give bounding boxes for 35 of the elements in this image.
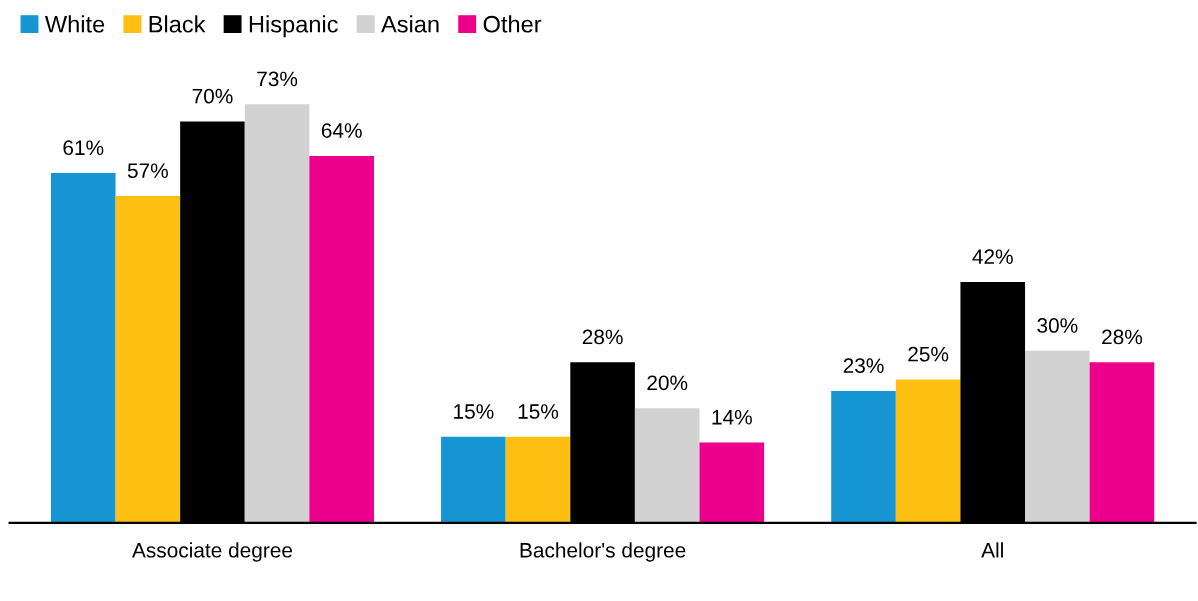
data-label: 70% — [192, 88, 233, 104]
bar — [1089, 362, 1155, 523]
legend-label: Other — [483, 15, 542, 33]
bar — [115, 196, 181, 523]
data-label: 20% — [647, 375, 688, 391]
bar — [1025, 350, 1090, 523]
legend-label: Hispanic — [249, 15, 338, 38]
bar — [309, 155, 374, 523]
data-label: 61% — [63, 140, 104, 156]
data-label: 15% — [454, 404, 494, 419]
x-tick-label: All — [981, 542, 1003, 558]
data-label: 15% — [518, 404, 559, 419]
data-label: 42% — [972, 249, 1013, 264]
bar — [699, 442, 765, 523]
data-label: 28% — [582, 329, 623, 345]
data-label: 30% — [1037, 318, 1078, 333]
data-label: 28% — [1102, 329, 1143, 345]
data-label: 57% — [127, 163, 168, 179]
legend-label: Black — [149, 15, 206, 33]
data-label: 25% — [908, 346, 949, 362]
x-tick-label: Bachelor's degree — [520, 542, 686, 562]
data-label: 23% — [843, 358, 884, 373]
legend-label: White — [44, 15, 105, 33]
bar — [831, 391, 896, 523]
data-label: 14% — [712, 409, 752, 425]
bar — [244, 104, 310, 523]
data-label: 73% — [257, 71, 298, 87]
x-tick-label: Associate degree — [132, 542, 293, 562]
bar — [50, 173, 116, 523]
bar — [441, 436, 506, 523]
bar — [505, 436, 571, 523]
bar — [895, 379, 961, 523]
bar — [634, 408, 700, 523]
legend-label: Asian — [381, 15, 439, 33]
data-label: 64% — [321, 123, 362, 138]
